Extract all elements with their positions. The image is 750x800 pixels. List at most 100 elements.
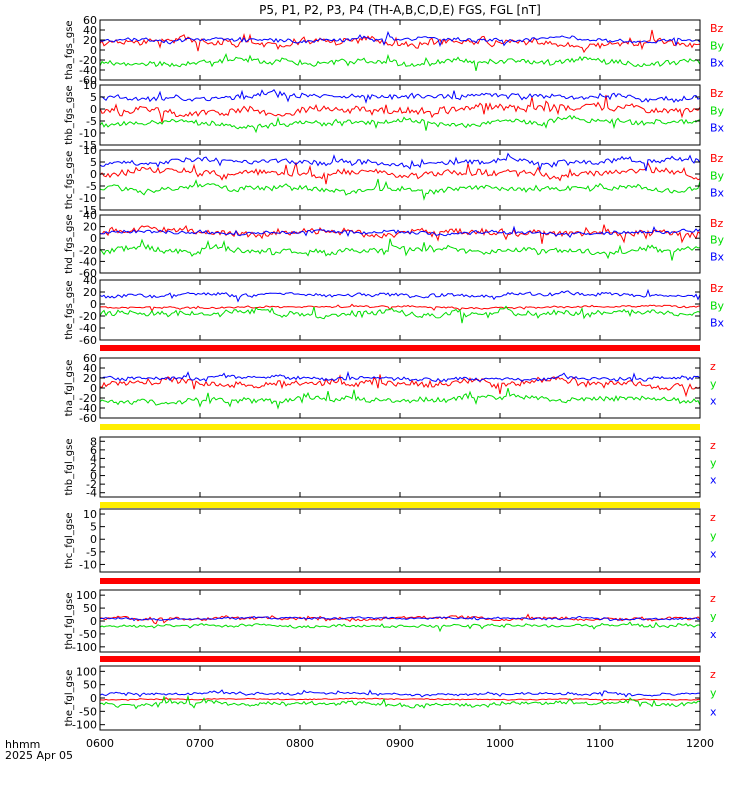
y-tick-label: 0 (90, 692, 97, 705)
date-label: 2025 Apr 05 (5, 749, 73, 762)
y-tick-label: 0 (90, 382, 97, 395)
x-tick-label: 0900 (386, 737, 414, 750)
y-tick-label: -20 (79, 310, 97, 323)
y-tick-label: 10 (83, 508, 97, 521)
series-line-by (99, 53, 701, 72)
legend-entry-bz: Bz (710, 152, 724, 165)
y-tick-label: 10 (83, 79, 97, 92)
series-line-x (99, 689, 701, 698)
y-tick-label: -60 (79, 74, 97, 87)
y-tick-label: -20 (79, 244, 97, 257)
y-tick-label: -100 (72, 641, 97, 654)
y-axis-label: the_fgl_gse (64, 670, 75, 727)
y-axis-label: thd_fgs_gse (64, 214, 75, 273)
legend-entry-x: x (710, 395, 717, 408)
y-tick-label: -5 (86, 546, 97, 559)
y-tick-label: 20 (83, 221, 97, 234)
status-bar-1 (100, 424, 700, 430)
series-line-bx (99, 30, 701, 48)
legend-entry-bx: Bx (710, 122, 725, 135)
y-tick-label: 40 (83, 362, 97, 375)
x-tick-label: 1200 (686, 737, 714, 750)
y-tick-label: -60 (79, 412, 97, 425)
y-tick-label: 0 (90, 298, 97, 311)
status-bar-0 (100, 345, 700, 351)
y-tick-label: 0 (90, 103, 97, 116)
y-axis-label: tha_fgl_gse (64, 360, 75, 417)
series-line-bx (99, 152, 701, 172)
legend-entry-x: x (710, 548, 717, 561)
series-line-bz (99, 303, 701, 313)
plot-title: P5, P1, P2, P3, P4 (TH-A,B,C,D,E) FGS, F… (259, 3, 541, 17)
y-tick-label: 4 (90, 452, 97, 465)
series-line-bz (99, 161, 701, 185)
legend-entry-by: By (710, 104, 725, 117)
y-tick-label: 5 (90, 91, 97, 104)
y-axis-label: thd_fgl_gse (64, 593, 75, 650)
legend-entry-y: y (710, 610, 717, 623)
y-tick-label: 20 (83, 34, 97, 47)
series-line-y (99, 694, 701, 710)
legend-entry-z: z (710, 360, 716, 373)
series-line-bz (100, 224, 701, 244)
y-tick-label: -60 (79, 267, 97, 280)
x-tick-label: 0800 (286, 737, 314, 750)
y-tick-label: -40 (79, 402, 97, 415)
y-tick-label: 0 (90, 533, 97, 546)
y-tick-label: 5 (90, 521, 97, 534)
y-tick-label: -5 (86, 180, 97, 193)
legend-entry-bx: Bx (710, 250, 725, 263)
series-line-bz (99, 29, 701, 54)
x-tick-label: 0700 (186, 737, 214, 750)
series-line-by (99, 114, 701, 134)
y-tick-label: -100 (72, 719, 97, 732)
y-tick-label: 40 (83, 209, 97, 222)
legend-entry-bz: Bz (710, 22, 724, 35)
series-line-by (99, 178, 701, 201)
legend-entry-bx: Bx (710, 57, 725, 70)
legend-entry-by: By (710, 299, 725, 312)
y-tick-label: -50 (79, 628, 97, 641)
x-tick-label: 1000 (486, 737, 514, 750)
legend-entry-bz: Bz (710, 87, 724, 100)
series-line-bx (99, 89, 701, 104)
y-tick-label: 0 (90, 44, 97, 57)
y-tick-label: 100 (76, 665, 97, 678)
y-tick-label: -5 (86, 115, 97, 128)
y-tick-label: -15 (79, 139, 97, 152)
legend-entry-x: x (710, 628, 717, 641)
y-tick-label: -10 (79, 558, 97, 571)
legend-entry-z: z (710, 592, 716, 605)
legend-entry-z: z (710, 511, 716, 524)
legend-entry-by: By (710, 39, 725, 52)
series-line-by (99, 238, 701, 261)
legend-entry-bx: Bx (710, 187, 725, 200)
series-line-x (99, 615, 701, 622)
series-line-by (99, 305, 701, 324)
y-tick-label: 10 (83, 144, 97, 157)
legend-entry-y: y (710, 456, 717, 469)
y-tick-label: -15 (79, 204, 97, 217)
y-tick-label: 2 (90, 461, 97, 474)
y-tick-label: 60 (83, 352, 97, 365)
y-tick-label: 0 (90, 470, 97, 483)
y-tick-label: 20 (83, 286, 97, 299)
series-line-z (99, 697, 701, 702)
y-tick-label: 0 (90, 168, 97, 181)
y-tick-label: 40 (83, 274, 97, 287)
legend-entry-x: x (710, 705, 717, 718)
series-line-x (99, 370, 701, 383)
y-tick-label: 40 (83, 24, 97, 37)
series-line-y (99, 621, 701, 633)
x-unit-label: hhmm (5, 738, 40, 751)
y-tick-label: 5 (90, 156, 97, 169)
legend-entry-y: y (710, 377, 717, 390)
legend-entry-z: z (710, 668, 716, 681)
y-tick-label: 20 (83, 372, 97, 385)
